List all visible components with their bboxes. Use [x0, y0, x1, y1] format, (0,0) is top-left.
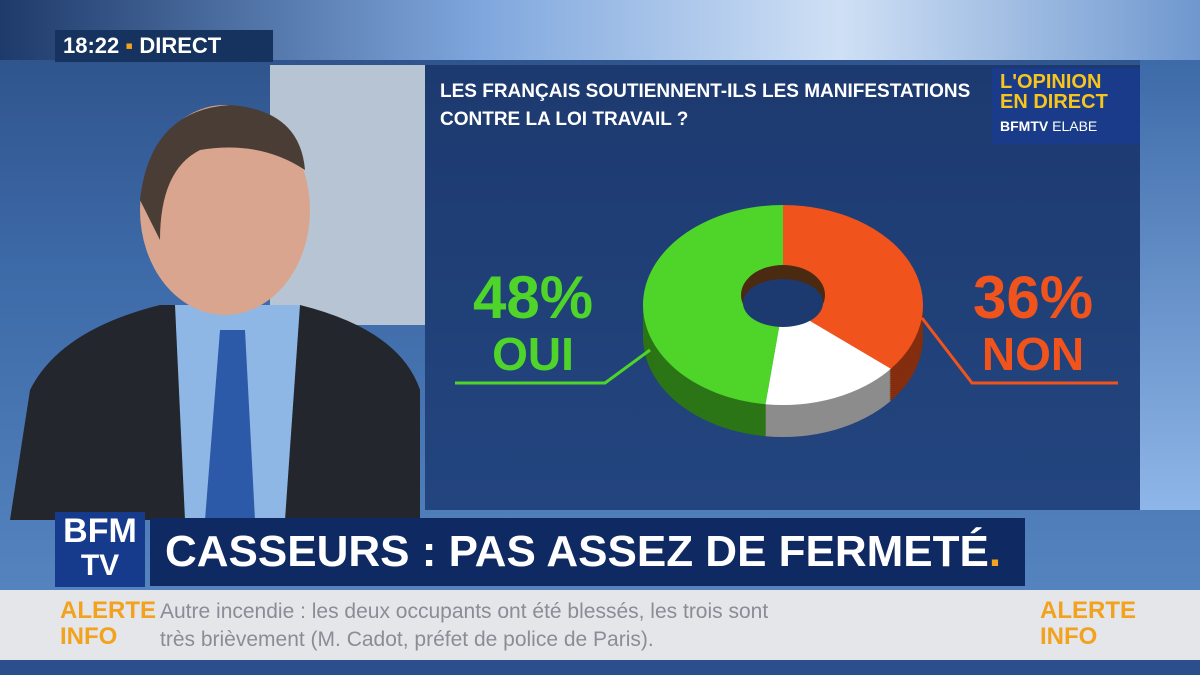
- headline-box: CASSEURS : PAS ASSEZ DE FERMETÉ.: [150, 518, 1025, 586]
- presenter: [10, 105, 420, 520]
- ticker-line: très brièvement (M. Cadot, préfet de pol…: [160, 628, 654, 651]
- value-label: 48%: [473, 264, 593, 331]
- clock-box: 18:22 ▪ DIRECT: [55, 30, 273, 62]
- slice: [765, 305, 891, 405]
- badge-line: ELABE: [1052, 118, 1098, 134]
- category-label: OUI: [492, 328, 574, 380]
- opinion-badge: L'OPINION EN DIRECT BFMTV ELABE: [992, 68, 1140, 144]
- alert-text: ALERTE: [1040, 597, 1136, 624]
- category-label: NON: [982, 328, 1084, 380]
- clock: 18:22: [63, 33, 120, 58]
- headline: CASSEURS : PAS ASSEZ DE FERMETÉ: [165, 527, 989, 576]
- chart-title: LES FRANÇAIS SOUTIENNENT-ILS LES MANIFES…: [440, 81, 971, 130]
- value-label: 36%: [973, 264, 1093, 331]
- badge-line: L'OPINION: [1000, 71, 1102, 93]
- alert-right: ALERTE INFO: [1040, 598, 1136, 650]
- ticker-line: Autre incendie : les deux occupants ont …: [160, 600, 769, 623]
- ticker-bar: [0, 590, 1200, 660]
- leader-line: [455, 348, 651, 385]
- ticker: Autre incendie : les deux occupants ont …: [160, 598, 1020, 654]
- live-label: DIRECT: [139, 33, 222, 58]
- alert-text: INFO: [60, 623, 118, 650]
- badge-line: EN DIRECT: [1000, 91, 1108, 113]
- slice: [643, 205, 783, 405]
- logo-text: TV: [80, 549, 120, 582]
- alert-text: ALERTE: [60, 597, 156, 624]
- slice: [783, 205, 923, 369]
- alert-text: INFO: [1040, 623, 1098, 650]
- logo: BFM TV: [55, 512, 145, 587]
- badge-line: BFMTV: [1000, 118, 1049, 134]
- leader-line: [920, 317, 1118, 385]
- studio-side: [1140, 60, 1200, 510]
- hole-floor: [743, 279, 823, 327]
- bottom-strip: [0, 660, 1200, 675]
- alert-left: ALERTE INFO: [60, 598, 156, 650]
- logo-text: BFM: [63, 512, 137, 550]
